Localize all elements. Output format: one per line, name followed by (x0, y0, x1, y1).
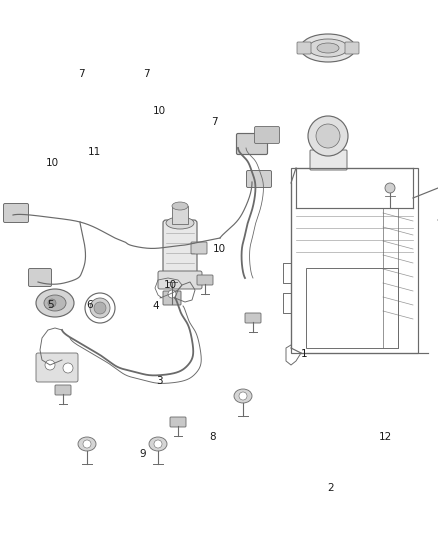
Circle shape (83, 440, 91, 448)
FancyBboxPatch shape (345, 42, 359, 54)
Circle shape (63, 363, 73, 373)
FancyBboxPatch shape (237, 133, 268, 155)
Circle shape (385, 183, 395, 193)
Text: 7: 7 (211, 117, 218, 126)
Text: 11: 11 (88, 147, 101, 157)
Circle shape (168, 290, 176, 298)
Ellipse shape (172, 202, 188, 210)
Text: 4: 4 (152, 302, 159, 311)
Text: 6: 6 (86, 300, 93, 310)
FancyBboxPatch shape (163, 220, 197, 276)
FancyBboxPatch shape (172, 206, 188, 224)
Text: 10: 10 (164, 280, 177, 290)
Circle shape (94, 302, 106, 314)
Text: 2: 2 (327, 483, 334, 492)
Text: 5: 5 (47, 300, 54, 310)
Text: 10: 10 (46, 158, 59, 167)
Text: 8: 8 (209, 432, 216, 442)
Text: 1: 1 (301, 350, 308, 359)
Ellipse shape (317, 43, 339, 53)
FancyBboxPatch shape (28, 269, 52, 287)
FancyBboxPatch shape (291, 168, 418, 353)
Text: 10: 10 (153, 106, 166, 116)
FancyBboxPatch shape (4, 204, 28, 222)
Text: 3: 3 (156, 376, 163, 386)
Text: 7: 7 (78, 69, 85, 78)
FancyBboxPatch shape (306, 268, 398, 348)
FancyBboxPatch shape (163, 291, 181, 305)
Circle shape (308, 116, 348, 156)
FancyBboxPatch shape (254, 126, 279, 143)
FancyBboxPatch shape (197, 275, 213, 285)
Ellipse shape (36, 289, 74, 317)
Ellipse shape (48, 299, 56, 307)
Text: 12: 12 (379, 432, 392, 442)
Ellipse shape (166, 217, 194, 229)
FancyBboxPatch shape (247, 171, 272, 188)
Text: 7: 7 (143, 69, 150, 78)
Ellipse shape (78, 437, 96, 451)
Circle shape (239, 392, 247, 400)
Ellipse shape (149, 437, 167, 451)
Text: 9: 9 (139, 449, 146, 459)
FancyBboxPatch shape (158, 271, 202, 289)
FancyBboxPatch shape (170, 417, 186, 427)
Text: 10: 10 (212, 244, 226, 254)
FancyBboxPatch shape (297, 42, 311, 54)
Circle shape (316, 124, 340, 148)
FancyBboxPatch shape (55, 385, 71, 395)
Ellipse shape (90, 298, 110, 318)
Ellipse shape (44, 295, 66, 311)
FancyBboxPatch shape (36, 353, 78, 382)
FancyBboxPatch shape (191, 242, 207, 254)
Circle shape (154, 440, 162, 448)
Ellipse shape (300, 34, 356, 62)
FancyBboxPatch shape (310, 150, 347, 170)
Ellipse shape (234, 389, 252, 403)
Ellipse shape (308, 39, 348, 57)
Ellipse shape (85, 293, 115, 323)
Circle shape (45, 360, 55, 370)
FancyBboxPatch shape (245, 313, 261, 323)
